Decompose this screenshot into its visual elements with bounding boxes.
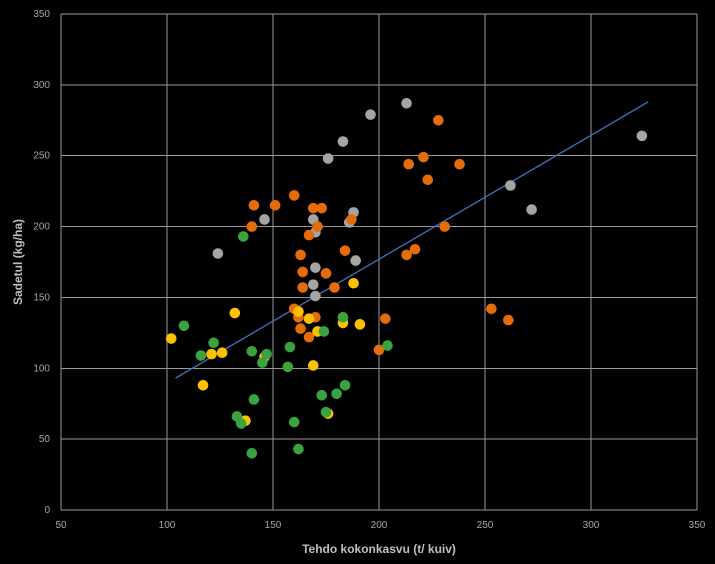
data-point-orange bbox=[303, 229, 315, 241]
data-point-green bbox=[320, 406, 332, 418]
data-point-orange bbox=[269, 200, 281, 211]
data-point-green bbox=[337, 311, 349, 323]
data-point-yellow bbox=[293, 306, 304, 317]
x-tick-label: 150 bbox=[265, 520, 282, 531]
data-point-orange bbox=[439, 221, 451, 232]
data-point-green bbox=[235, 418, 247, 429]
data-point-orange bbox=[297, 282, 308, 293]
y-tick-label: 350 bbox=[33, 9, 50, 20]
data-points bbox=[165, 97, 648, 459]
data-point-orange bbox=[503, 314, 514, 326]
y-tick-label: 250 bbox=[33, 151, 50, 162]
data-point-gray bbox=[212, 248, 224, 259]
data-point-gray bbox=[636, 130, 648, 142]
data-point-orange bbox=[380, 313, 391, 324]
data-point-gray bbox=[310, 262, 321, 273]
data-point-yellow bbox=[216, 347, 228, 358]
data-point-orange bbox=[454, 158, 465, 170]
data-point-gray bbox=[307, 279, 319, 290]
grid-lines bbox=[60, 13, 698, 511]
data-point-green bbox=[339, 379, 351, 391]
data-point-yellow bbox=[229, 307, 241, 319]
data-point-yellow bbox=[206, 348, 217, 360]
data-point-orange bbox=[307, 202, 319, 214]
data-point-yellow bbox=[165, 333, 177, 344]
data-point-orange bbox=[248, 200, 260, 211]
data-point-green bbox=[318, 326, 330, 337]
trendline-group bbox=[175, 101, 649, 379]
data-point-orange bbox=[373, 344, 385, 356]
data-point-gray bbox=[259, 214, 270, 225]
y-tick-labels: 0 50 100 150 200 250 300 350 bbox=[33, 9, 50, 516]
data-point-gray bbox=[350, 255, 361, 266]
data-point-green bbox=[331, 388, 342, 400]
data-point-orange bbox=[246, 221, 258, 232]
data-point-yellow bbox=[354, 319, 366, 330]
data-point-orange bbox=[403, 158, 414, 170]
data-point-orange bbox=[320, 268, 332, 279]
data-point-gray bbox=[526, 204, 537, 215]
data-point-orange bbox=[422, 174, 434, 186]
data-point-orange bbox=[486, 303, 497, 315]
data-point-green bbox=[238, 231, 249, 242]
data-point-green bbox=[246, 448, 258, 459]
data-point-orange bbox=[409, 243, 421, 255]
data-point-gray bbox=[310, 290, 321, 302]
data-point-yellow bbox=[348, 277, 359, 289]
data-point-gray bbox=[365, 109, 376, 120]
trendline bbox=[175, 101, 649, 379]
y-tick-label: 0 bbox=[44, 505, 50, 516]
data-point-green bbox=[246, 345, 258, 357]
data-point-yellow bbox=[197, 379, 209, 391]
data-point-orange bbox=[312, 221, 323, 232]
x-tick-label: 250 bbox=[477, 520, 494, 531]
y-tick-label: 50 bbox=[39, 434, 51, 445]
data-point-green bbox=[195, 350, 207, 361]
x-tick-label: 100 bbox=[159, 520, 176, 531]
x-tick-label: 300 bbox=[583, 520, 600, 531]
y-tick-label: 100 bbox=[33, 363, 50, 374]
data-point-green bbox=[316, 389, 328, 401]
data-point-green bbox=[284, 341, 296, 353]
data-point-orange bbox=[418, 151, 429, 163]
x-axis-label: Tehdo kokonkasvu (t/ kuiv) bbox=[302, 542, 456, 556]
data-point-gray bbox=[505, 180, 516, 191]
data-point-green bbox=[257, 357, 268, 368]
data-point-orange bbox=[316, 202, 328, 214]
x-tick-label: 350 bbox=[689, 520, 706, 531]
y-axis-label: Sadetul (kg/ha) bbox=[11, 219, 25, 305]
x-tick-label: 200 bbox=[371, 520, 388, 531]
data-point-green bbox=[282, 361, 294, 373]
y-tick-label: 150 bbox=[33, 292, 50, 303]
data-point-orange bbox=[295, 323, 306, 334]
data-point-orange bbox=[303, 331, 315, 343]
data-point-orange bbox=[433, 114, 444, 126]
data-point-green bbox=[248, 394, 260, 405]
x-tick-labels: 50 100 150 200 250 300 350 bbox=[55, 520, 705, 531]
data-point-orange bbox=[346, 214, 357, 225]
data-point-yellow bbox=[303, 313, 315, 324]
data-point-green bbox=[261, 348, 272, 360]
data-point-green bbox=[288, 416, 300, 428]
data-point-orange bbox=[288, 190, 300, 201]
data-point-orange bbox=[401, 249, 412, 261]
y-tick-label: 200 bbox=[33, 222, 50, 233]
data-point-green bbox=[208, 337, 219, 349]
data-point-orange bbox=[295, 249, 306, 261]
y-tick-label: 300 bbox=[33, 80, 50, 91]
x-tick-label: 50 bbox=[55, 520, 67, 531]
data-point-orange bbox=[329, 282, 340, 293]
data-point-gray bbox=[337, 136, 349, 147]
data-point-gray bbox=[401, 97, 412, 109]
data-point-orange bbox=[297, 266, 308, 278]
data-point-green bbox=[178, 320, 190, 332]
data-point-yellow bbox=[307, 360, 319, 371]
data-point-green bbox=[382, 340, 393, 351]
data-point-green bbox=[293, 443, 304, 455]
data-point-gray bbox=[322, 153, 334, 164]
data-point-orange bbox=[339, 245, 351, 256]
